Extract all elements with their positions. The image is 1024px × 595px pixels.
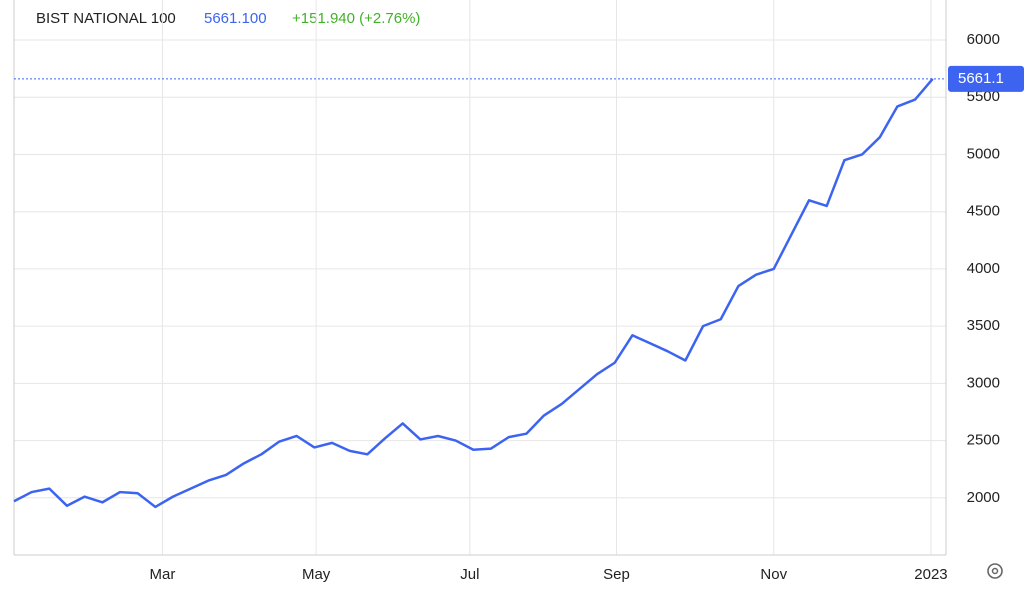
y-tick-label: 3500 bbox=[967, 317, 1000, 334]
y-tick-label: 5500 bbox=[967, 88, 1000, 105]
gear-ring bbox=[987, 563, 1003, 579]
x-tick-label: Nov bbox=[760, 566, 787, 583]
y-tick-label: 4000 bbox=[967, 260, 1000, 277]
y-tick-label: 5000 bbox=[967, 145, 1000, 162]
x-tick-label: 2023 bbox=[914, 566, 947, 583]
y-tick-label: 3000 bbox=[967, 374, 1000, 391]
price-change: +151.940 (+2.76%) bbox=[292, 10, 420, 27]
x-tick-label: Mar bbox=[149, 566, 175, 583]
y-tick-label: 2000 bbox=[967, 489, 1000, 506]
y-tick-label: 2500 bbox=[967, 432, 1000, 449]
x-tick-label: Jul bbox=[460, 566, 479, 583]
last-price-tag bbox=[948, 65, 1024, 92]
gear-hub bbox=[991, 567, 999, 575]
x-tick-label: Sep bbox=[603, 566, 630, 583]
price-line bbox=[13, 78, 934, 509]
chart-title: BIST NATIONAL 100 bbox=[36, 10, 176, 27]
last-price-tag-label: 5661.1 bbox=[958, 70, 1004, 87]
settings-icon[interactable] bbox=[987, 563, 1003, 579]
x-tick-label: May bbox=[302, 566, 331, 583]
y-tick-label: 6000 bbox=[967, 31, 1000, 48]
y-tick-label: 4500 bbox=[967, 203, 1000, 220]
last-price: 5661.100 bbox=[204, 10, 267, 27]
